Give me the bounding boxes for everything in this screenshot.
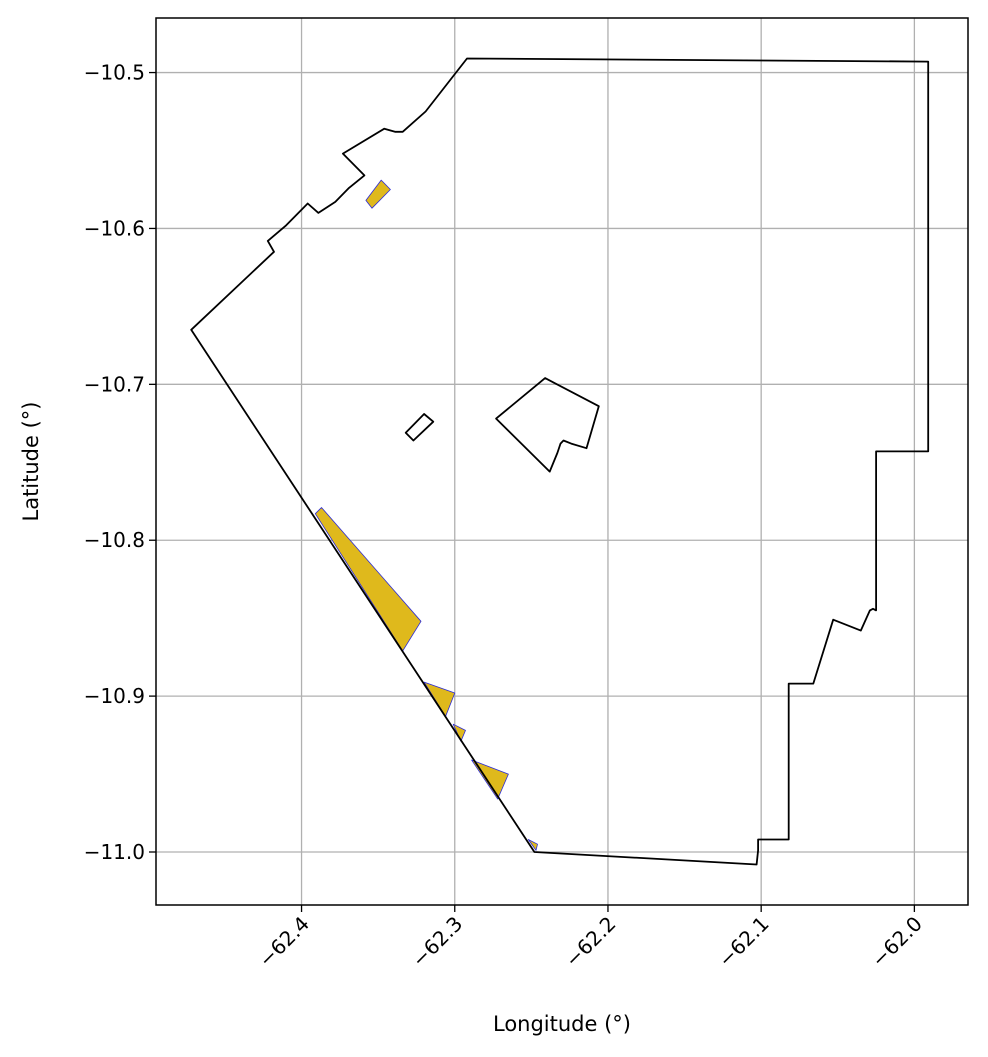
y-tick-label: −10.6 xyxy=(84,216,145,240)
highlighted-areas xyxy=(314,179,538,851)
highlighted-area xyxy=(314,507,422,652)
y-axis-ticks: −10.5 −10.6 −10.7 −10.8 −10.9 −11.0 xyxy=(84,61,156,864)
y-tick-label: −10.9 xyxy=(84,684,145,708)
x-tick-label: −62.3 xyxy=(407,912,467,972)
highlighted-area xyxy=(365,179,391,209)
grid-lines xyxy=(156,18,968,905)
x-tick-label: −62.4 xyxy=(254,912,314,972)
boundary-outline xyxy=(495,377,600,473)
boundary-outlines xyxy=(190,57,930,866)
highlighted-area xyxy=(527,839,538,851)
boundary-outline xyxy=(190,57,930,866)
boundary-outline xyxy=(404,413,435,442)
y-tick-label: −10.7 xyxy=(84,372,145,396)
y-tick-label: −10.8 xyxy=(84,528,145,552)
highlighted-area xyxy=(423,681,456,717)
y-tick-label: −11.0 xyxy=(84,840,145,864)
y-axis-label: Latitude (°) xyxy=(19,402,43,522)
y-tick-label: −10.5 xyxy=(84,61,145,85)
x-tick-label: −62.0 xyxy=(867,912,927,972)
x-tick-label: −62.1 xyxy=(713,912,773,972)
x-axis-ticks: −62.4 −62.3 −62.2 −62.1 −62.0 xyxy=(254,905,927,972)
x-tick-label: −62.2 xyxy=(560,912,620,972)
plot-frame xyxy=(155,17,969,906)
x-axis-label: Longitude (°) xyxy=(493,1012,631,1036)
